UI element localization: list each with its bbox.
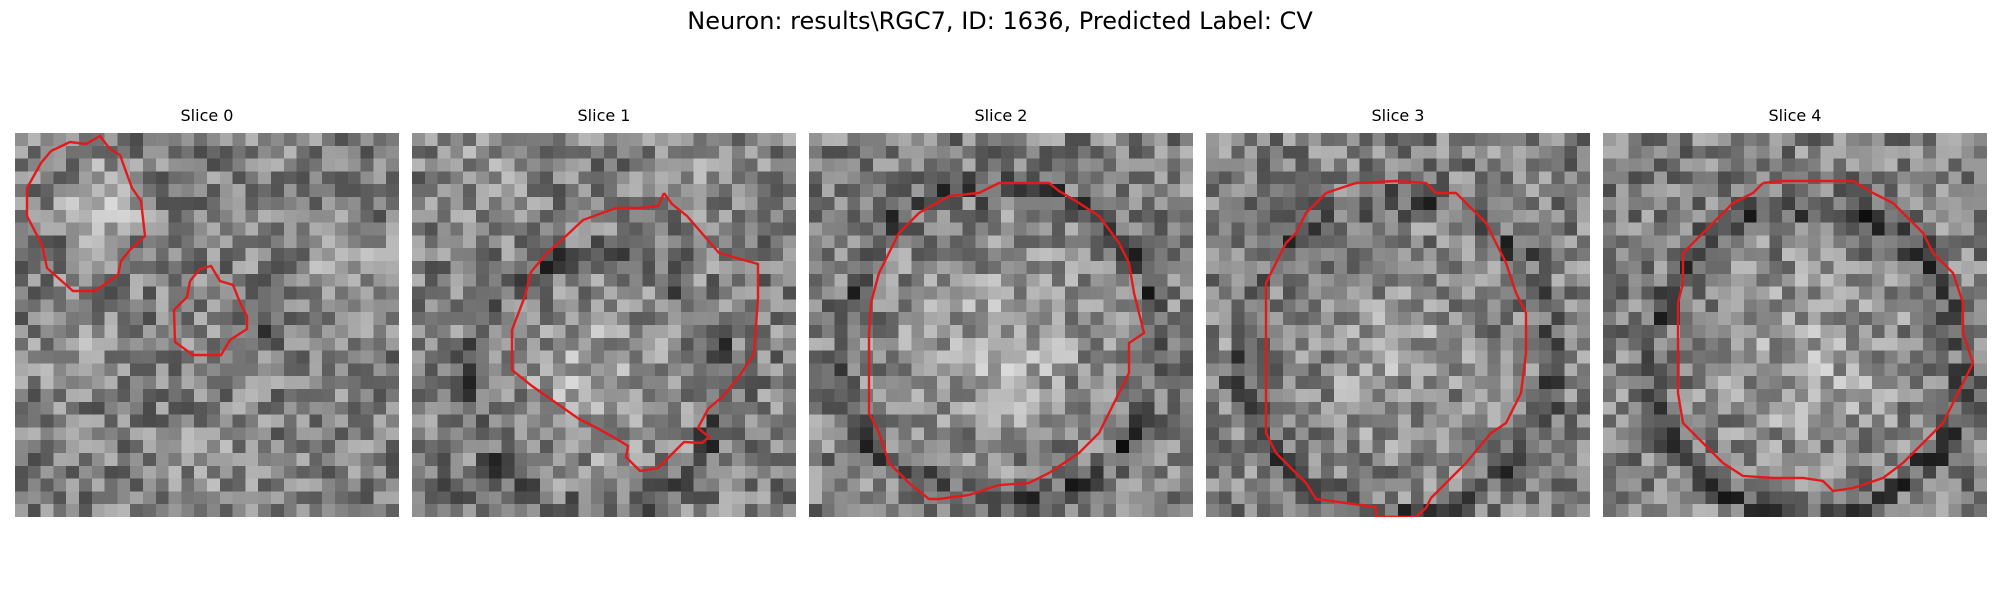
slice-title-1: Slice 1 — [577, 106, 631, 125]
segmentation-contour — [25, 134, 147, 293]
slice-title-3: Slice 3 — [1371, 106, 1425, 125]
slice-panel-4: Slice 4 — [1603, 106, 1987, 517]
slice-image-0 — [15, 133, 399, 517]
slice-panel-3: Slice 3 — [1206, 106, 1590, 517]
segmentation-contour — [172, 264, 249, 357]
slice-title-4: Slice 4 — [1768, 106, 1822, 125]
slice-panel-2: Slice 2 — [809, 106, 1193, 517]
slice-image-1 — [412, 133, 796, 517]
slice-panel-0: Slice 0 — [15, 106, 399, 517]
segmentation-contour — [1676, 179, 1975, 493]
slice-overlay-3 — [1264, 179, 1528, 517]
segmentation-contour — [510, 192, 760, 473]
segmentation-contour — [867, 181, 1146, 501]
figure-title: Neuron: results\RGC7, ID: 1636, Predicte… — [687, 7, 1313, 35]
slice-overlay-1 — [510, 192, 760, 473]
slice-overlay-4 — [1676, 179, 1975, 493]
slice-overlay-2 — [867, 181, 1146, 501]
slice-overlay-0 — [25, 134, 249, 357]
slice-title-0: Slice 0 — [180, 106, 234, 125]
slice-panel-1: Slice 1 — [412, 106, 796, 517]
segmentation-contour — [1264, 179, 1528, 517]
slice-image-2 — [809, 133, 1193, 517]
slice-image-4 — [1603, 133, 1987, 517]
slice-title-2: Slice 2 — [974, 106, 1028, 125]
